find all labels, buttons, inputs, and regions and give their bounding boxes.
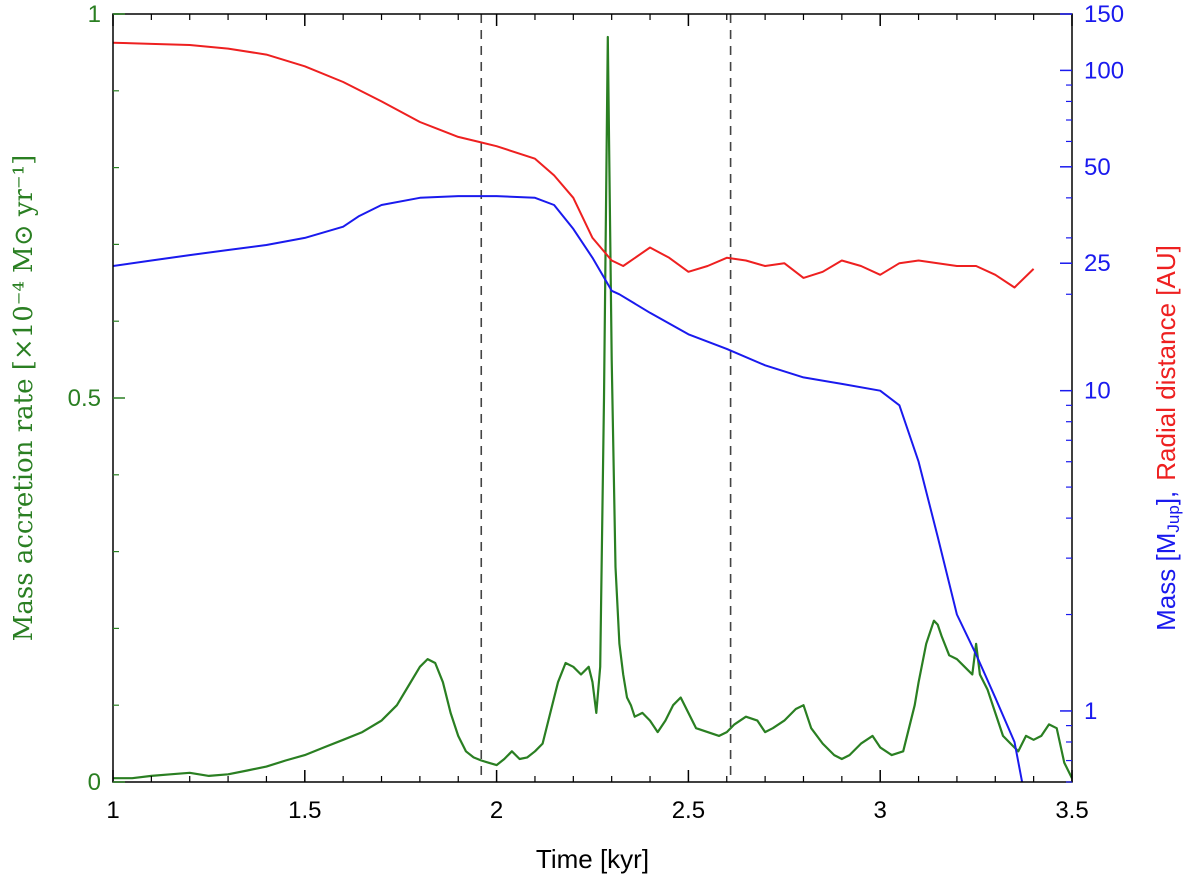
radial-distance-line — [113, 41, 1035, 289]
y-right-axis-label-mass-end: ], — [1151, 491, 1181, 505]
x-tick-label: 2 — [490, 797, 503, 824]
y-right-tick-label: 150 — [1084, 1, 1124, 28]
y-right-tick-label: 50 — [1084, 154, 1111, 181]
y-left-tick-label: 0.5 — [68, 385, 101, 412]
x-axis-ticks: 1 1.5 2 2.5 3 3.5 — [106, 14, 1089, 824]
y-left-axis-label-unit: [×10⁻⁴ M⊙ yr⁻¹] — [9, 155, 39, 371]
accretion-rate-line — [113, 35, 1072, 780]
y-left-tick-label: 1 — [88, 1, 101, 28]
y-right-axis-ticks: 1 10 25 50 100 150 — [1060, 1, 1124, 783]
mass-line — [113, 195, 1024, 782]
y-right-axis-label-radius: Radial distance [AU] — [1151, 245, 1181, 481]
x-tick-label: 1.5 — [288, 797, 321, 824]
x-axis-label: Time [kyr] — [536, 844, 649, 874]
y-left-axis-label-main: Mass accretion rate — [9, 370, 39, 641]
x-tick-label: 3 — [874, 797, 887, 824]
y-left-axis-label: Mass accretion rate [×10⁻⁴ M⊙ yr⁻¹] — [9, 155, 39, 641]
y-left-axis-ticks: 00.51 — [68, 1, 125, 796]
y-right-axis-label-mass-subscript: Jup — [1164, 505, 1183, 532]
y-right-tick-label: 10 — [1084, 378, 1111, 405]
y-right-tick-label: 1 — [1084, 698, 1097, 725]
x-tick-label: 3.5 — [1055, 797, 1088, 824]
x-tick-label: 2.5 — [672, 797, 705, 824]
series-lines — [113, 35, 1072, 782]
y-left-tick-label: 0 — [88, 769, 101, 796]
x-tick-label: 1 — [106, 797, 119, 824]
y-right-axis-label-mass: Mass [M — [1151, 533, 1181, 631]
y-right-tick-label: 100 — [1084, 57, 1124, 84]
y-right-axis-label: Mass [MJup], Radial distance [AU] — [1151, 245, 1183, 631]
plot-frame — [112, 13, 1073, 783]
y-right-tick-label: 25 — [1084, 250, 1111, 277]
